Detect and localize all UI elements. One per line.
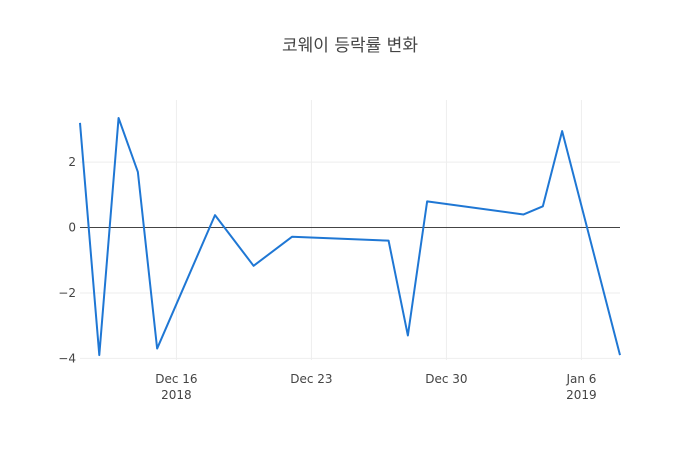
y-tick-label: −2: [58, 286, 76, 300]
y-tick-label: −4: [58, 351, 76, 365]
y-tick-label: 2: [68, 155, 76, 169]
y-tick-label: 0: [68, 221, 76, 235]
x-tick-sublabel: 2018: [161, 388, 192, 402]
x-tick-label: Jan 6: [565, 372, 596, 386]
x-tick-label: Dec 16: [155, 372, 197, 386]
chart-title: 코웨이 등락률 변화: [282, 36, 418, 56]
x-tick-label: Dec 30: [425, 372, 467, 386]
series-line: [79, 116, 621, 357]
x-tick-label: Dec 23: [290, 372, 332, 386]
x-tick-sublabel: 2019: [566, 388, 597, 402]
